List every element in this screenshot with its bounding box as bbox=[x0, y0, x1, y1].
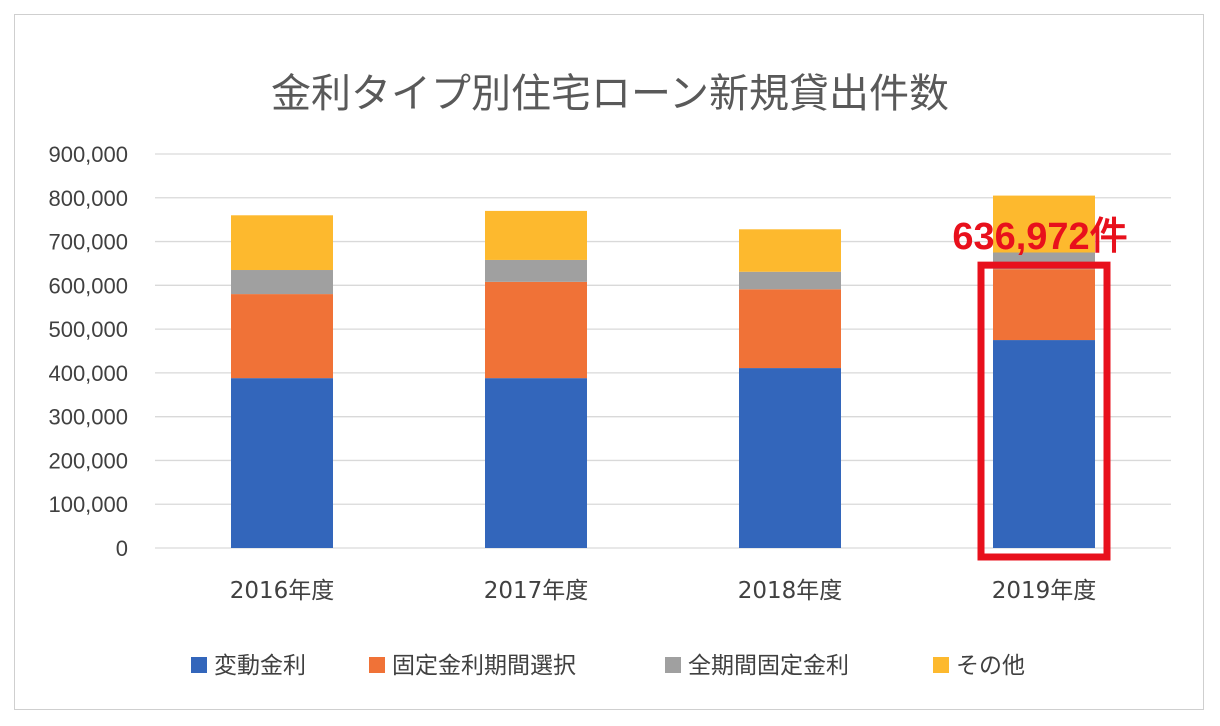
y-tick-label: 400,000 bbox=[48, 361, 128, 386]
bar-segment bbox=[485, 210, 587, 260]
legend-label: 全期間固定金利 bbox=[688, 653, 849, 679]
legend-swatch bbox=[191, 657, 207, 673]
bar-segment bbox=[739, 271, 841, 290]
y-tick-label: 900,000 bbox=[48, 142, 128, 167]
bar-segment bbox=[485, 281, 587, 379]
bar-segment bbox=[739, 368, 841, 548]
y-tick-label: 100,000 bbox=[48, 492, 128, 517]
legend-label: 変動金利 bbox=[214, 653, 306, 679]
bar-segment bbox=[993, 340, 1095, 548]
x-axis-tick-labels: 2016年度 2017年度 2018年度 2019年度 bbox=[230, 578, 1097, 604]
highlight-box bbox=[977, 261, 1111, 561]
x-tick-label: 2019年度 bbox=[992, 578, 1097, 604]
callout: 636,972件 bbox=[952, 216, 1128, 561]
y-axis-tick-labels: 0 100,000 200,000 300,000 400,000 500,000 600,… bbox=[48, 142, 128, 561]
x-tick-label: 2017年度 bbox=[484, 578, 589, 604]
bar-segment bbox=[993, 269, 1095, 341]
legend-label: 固定金利期間選択 bbox=[392, 653, 576, 679]
bar-segment bbox=[485, 259, 587, 282]
legend-swatch bbox=[369, 657, 385, 673]
chart-title: 金利タイプ別住宅ローン新規貸出件数 bbox=[271, 71, 949, 117]
bar-segment bbox=[231, 378, 333, 548]
bar-segment bbox=[231, 215, 333, 271]
y-tick-label: 300,000 bbox=[48, 405, 128, 430]
y-tick-label: 600,000 bbox=[48, 273, 128, 298]
chart-frame: 金利タイプ別住宅ローン新規貸出件数 0 100,000 200,000 300,000… bbox=[14, 14, 1204, 710]
bar-segment bbox=[739, 229, 841, 272]
y-tick-label: 700,000 bbox=[48, 230, 128, 255]
bar-segment bbox=[231, 294, 333, 379]
legend-label: その他 bbox=[956, 653, 1025, 679]
legend-swatch bbox=[665, 657, 681, 673]
chart-canvas: 金利タイプ別住宅ローン新規貸出件数 0 100,000 200,000 300,000… bbox=[48, 71, 1171, 679]
y-tick-label: 0 bbox=[116, 536, 128, 561]
callout-label: 636,972件 bbox=[952, 216, 1127, 258]
y-tick-label: 500,000 bbox=[48, 317, 128, 342]
x-tick-label: 2016年度 bbox=[230, 578, 335, 604]
bar-stacks bbox=[231, 195, 1095, 548]
bar-segment bbox=[739, 289, 841, 369]
bar-segment bbox=[485, 378, 587, 548]
y-tick-label: 200,000 bbox=[48, 448, 128, 473]
y-tick-label: 800,000 bbox=[48, 186, 128, 211]
x-tick-label: 2018年度 bbox=[738, 578, 843, 604]
bar-segment bbox=[993, 195, 1095, 253]
bar-segment bbox=[231, 270, 333, 295]
legend: 変動金利 固定金利期間選択 全期間固定金利 その他 bbox=[191, 653, 1025, 679]
legend-swatch bbox=[933, 657, 949, 673]
